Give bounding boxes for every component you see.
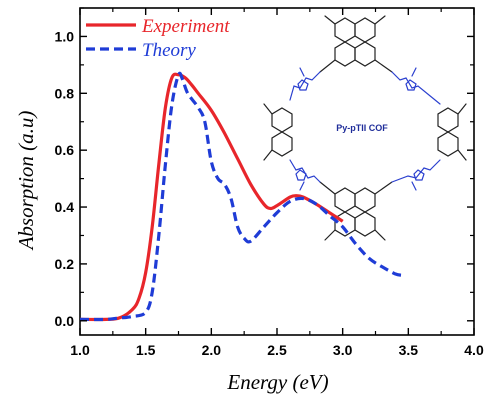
cof-node-bottom: [319, 181, 393, 241]
x-tick-label: 2.5: [267, 342, 287, 358]
legend-label-theory: Theory: [142, 40, 196, 61]
y-tick-label: 1.0: [55, 28, 75, 44]
y-tick-label: 0.4: [55, 199, 75, 215]
series-layer: [79, 71, 403, 322]
y-axis-title: Absorption (a.u): [14, 111, 38, 252]
x-tick-label: 1.5: [136, 342, 156, 358]
series-line-experiment: [79, 72, 344, 322]
cof-linkers: [289, 67, 441, 191]
cof-node-top: [319, 15, 393, 73]
x-tick-label: 3.5: [399, 342, 419, 358]
legend-label-experiment: Experiment: [141, 16, 230, 37]
y-tick-label: 0.2: [55, 256, 75, 272]
cof-node-right: [437, 103, 467, 161]
x-tick-label: 4.0: [464, 342, 484, 358]
cof-label: Py-pTII COF: [336, 123, 388, 133]
x-axis-title: Energy (eV): [226, 370, 328, 394]
x-tick-label: 2.0: [202, 342, 222, 358]
x-tick-label: 1.0: [70, 342, 90, 358]
y-tick-label: 0.0: [55, 313, 75, 329]
x-tick-label: 3.0: [333, 342, 353, 358]
y-tick-label: 0.6: [55, 142, 75, 158]
series-line-theory: [79, 71, 403, 322]
cof-structure-illustration: [263, 15, 467, 241]
legend: Experiment Theory: [86, 16, 230, 61]
cof-node-left: [263, 103, 293, 161]
y-tick-label: 0.8: [55, 85, 75, 101]
ticks-layer: 1.0 1.5 2.0 2.5 3.0 3.5 4.0 0.0 0.2 0.4 0.6 0.8 1.0: [55, 7, 484, 358]
